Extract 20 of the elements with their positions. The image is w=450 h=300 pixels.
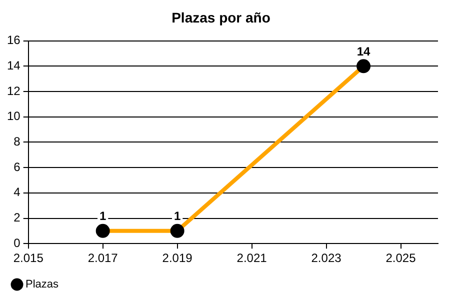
data-label: 14: [356, 44, 371, 58]
data-label: 1: [99, 209, 106, 224]
y-tick-label: 6: [14, 160, 21, 174]
y-tick-label: 16: [6, 33, 21, 48]
x-tick-label: 2.015: [13, 251, 44, 266]
y-tick-label: 10: [6, 109, 21, 124]
x-tick-label: 2.023: [311, 251, 342, 266]
x-tick-label: 2.019: [162, 251, 193, 266]
y-tick-label: 8: [14, 134, 21, 149]
y-tick-label: 12: [6, 84, 21, 98]
data-label: 1: [174, 209, 181, 224]
chart-title: Plazas por año: [172, 9, 270, 26]
x-tick-label: 2.017: [88, 251, 118, 266]
legend-label: Plazas: [26, 278, 60, 291]
x-tick-label: 2.021: [236, 251, 268, 266]
y-tick-label: 2: [14, 210, 21, 225]
y-tick-label: 4: [14, 185, 21, 200]
x-tick-label: 2.025: [386, 251, 416, 266]
y-tick-label: 0: [14, 236, 21, 250]
y-tick-label: 14: [6, 58, 21, 72]
